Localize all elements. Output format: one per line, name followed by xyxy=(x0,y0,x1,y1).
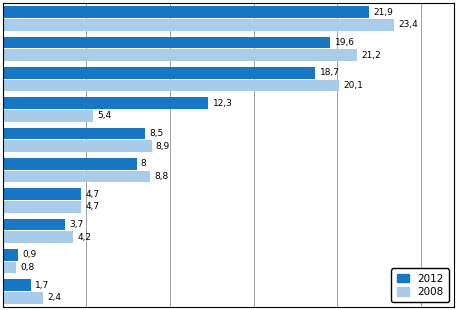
Bar xyxy=(3,97,208,109)
Bar xyxy=(3,158,137,170)
Bar xyxy=(3,140,152,152)
Bar xyxy=(3,232,73,243)
Text: 4,2: 4,2 xyxy=(77,233,91,242)
Bar xyxy=(3,49,357,61)
Bar xyxy=(3,37,330,48)
Bar xyxy=(3,292,43,304)
Bar xyxy=(3,188,81,200)
Text: 0,9: 0,9 xyxy=(22,250,36,259)
Text: 2,4: 2,4 xyxy=(47,294,61,303)
Text: 8,8: 8,8 xyxy=(154,172,168,181)
Text: 3,7: 3,7 xyxy=(69,220,83,229)
Text: 8: 8 xyxy=(141,159,147,168)
Legend: 2012, 2008: 2012, 2008 xyxy=(391,268,449,302)
Bar xyxy=(3,219,64,230)
Bar xyxy=(3,262,16,273)
Text: 23,4: 23,4 xyxy=(398,20,418,29)
Bar xyxy=(3,201,81,213)
Bar xyxy=(3,279,31,291)
Text: 21,9: 21,9 xyxy=(373,7,393,16)
Text: 18,7: 18,7 xyxy=(319,68,340,77)
Bar xyxy=(3,6,369,18)
Text: 4,7: 4,7 xyxy=(85,202,100,211)
Bar xyxy=(3,171,150,182)
Text: 8,9: 8,9 xyxy=(156,142,170,151)
Text: 1,7: 1,7 xyxy=(35,281,50,290)
Bar xyxy=(3,128,145,139)
Text: 21,2: 21,2 xyxy=(361,51,381,60)
Bar xyxy=(3,67,315,78)
Text: 4,7: 4,7 xyxy=(85,190,100,199)
Text: 5,4: 5,4 xyxy=(97,111,112,120)
Bar xyxy=(3,249,18,261)
Text: 0,8: 0,8 xyxy=(20,263,35,272)
Text: 12,3: 12,3 xyxy=(213,99,233,108)
Bar xyxy=(3,110,93,122)
Bar xyxy=(3,19,394,31)
Text: 8,5: 8,5 xyxy=(149,129,163,138)
Bar xyxy=(3,80,339,91)
Text: 19,6: 19,6 xyxy=(335,38,355,47)
Text: 20,1: 20,1 xyxy=(343,81,363,90)
